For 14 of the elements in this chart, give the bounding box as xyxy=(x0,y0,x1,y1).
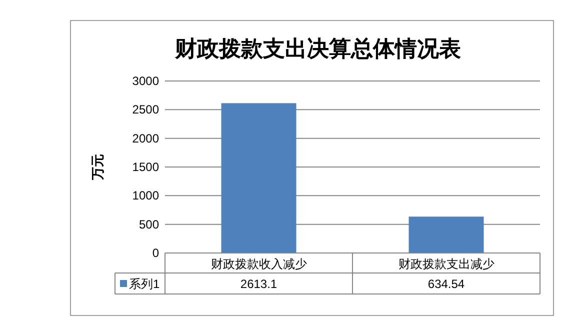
data-label: 2613.1 xyxy=(240,277,278,291)
y-tick-label: 2000 xyxy=(132,131,160,146)
y-tick-label: 500 xyxy=(138,217,160,232)
y-axis-title: 万元 xyxy=(90,154,105,181)
y-tick-label: 2500 xyxy=(132,102,160,117)
y-tick-label: 1500 xyxy=(132,160,160,174)
x-tick-label: 财政拨款收入减少 xyxy=(210,257,307,271)
y-tick-label: 1000 xyxy=(132,188,160,203)
y-tick-label: 0 xyxy=(152,246,160,260)
y-tick-label: 3000 xyxy=(132,74,160,88)
x-tick-label: 财政拨款支出减少 xyxy=(398,257,494,271)
legend-label: 系列1 xyxy=(129,277,160,291)
data-label: 634.54 xyxy=(428,277,465,291)
chart-title: 财政拨款支出决算总体情况表 xyxy=(174,36,461,62)
